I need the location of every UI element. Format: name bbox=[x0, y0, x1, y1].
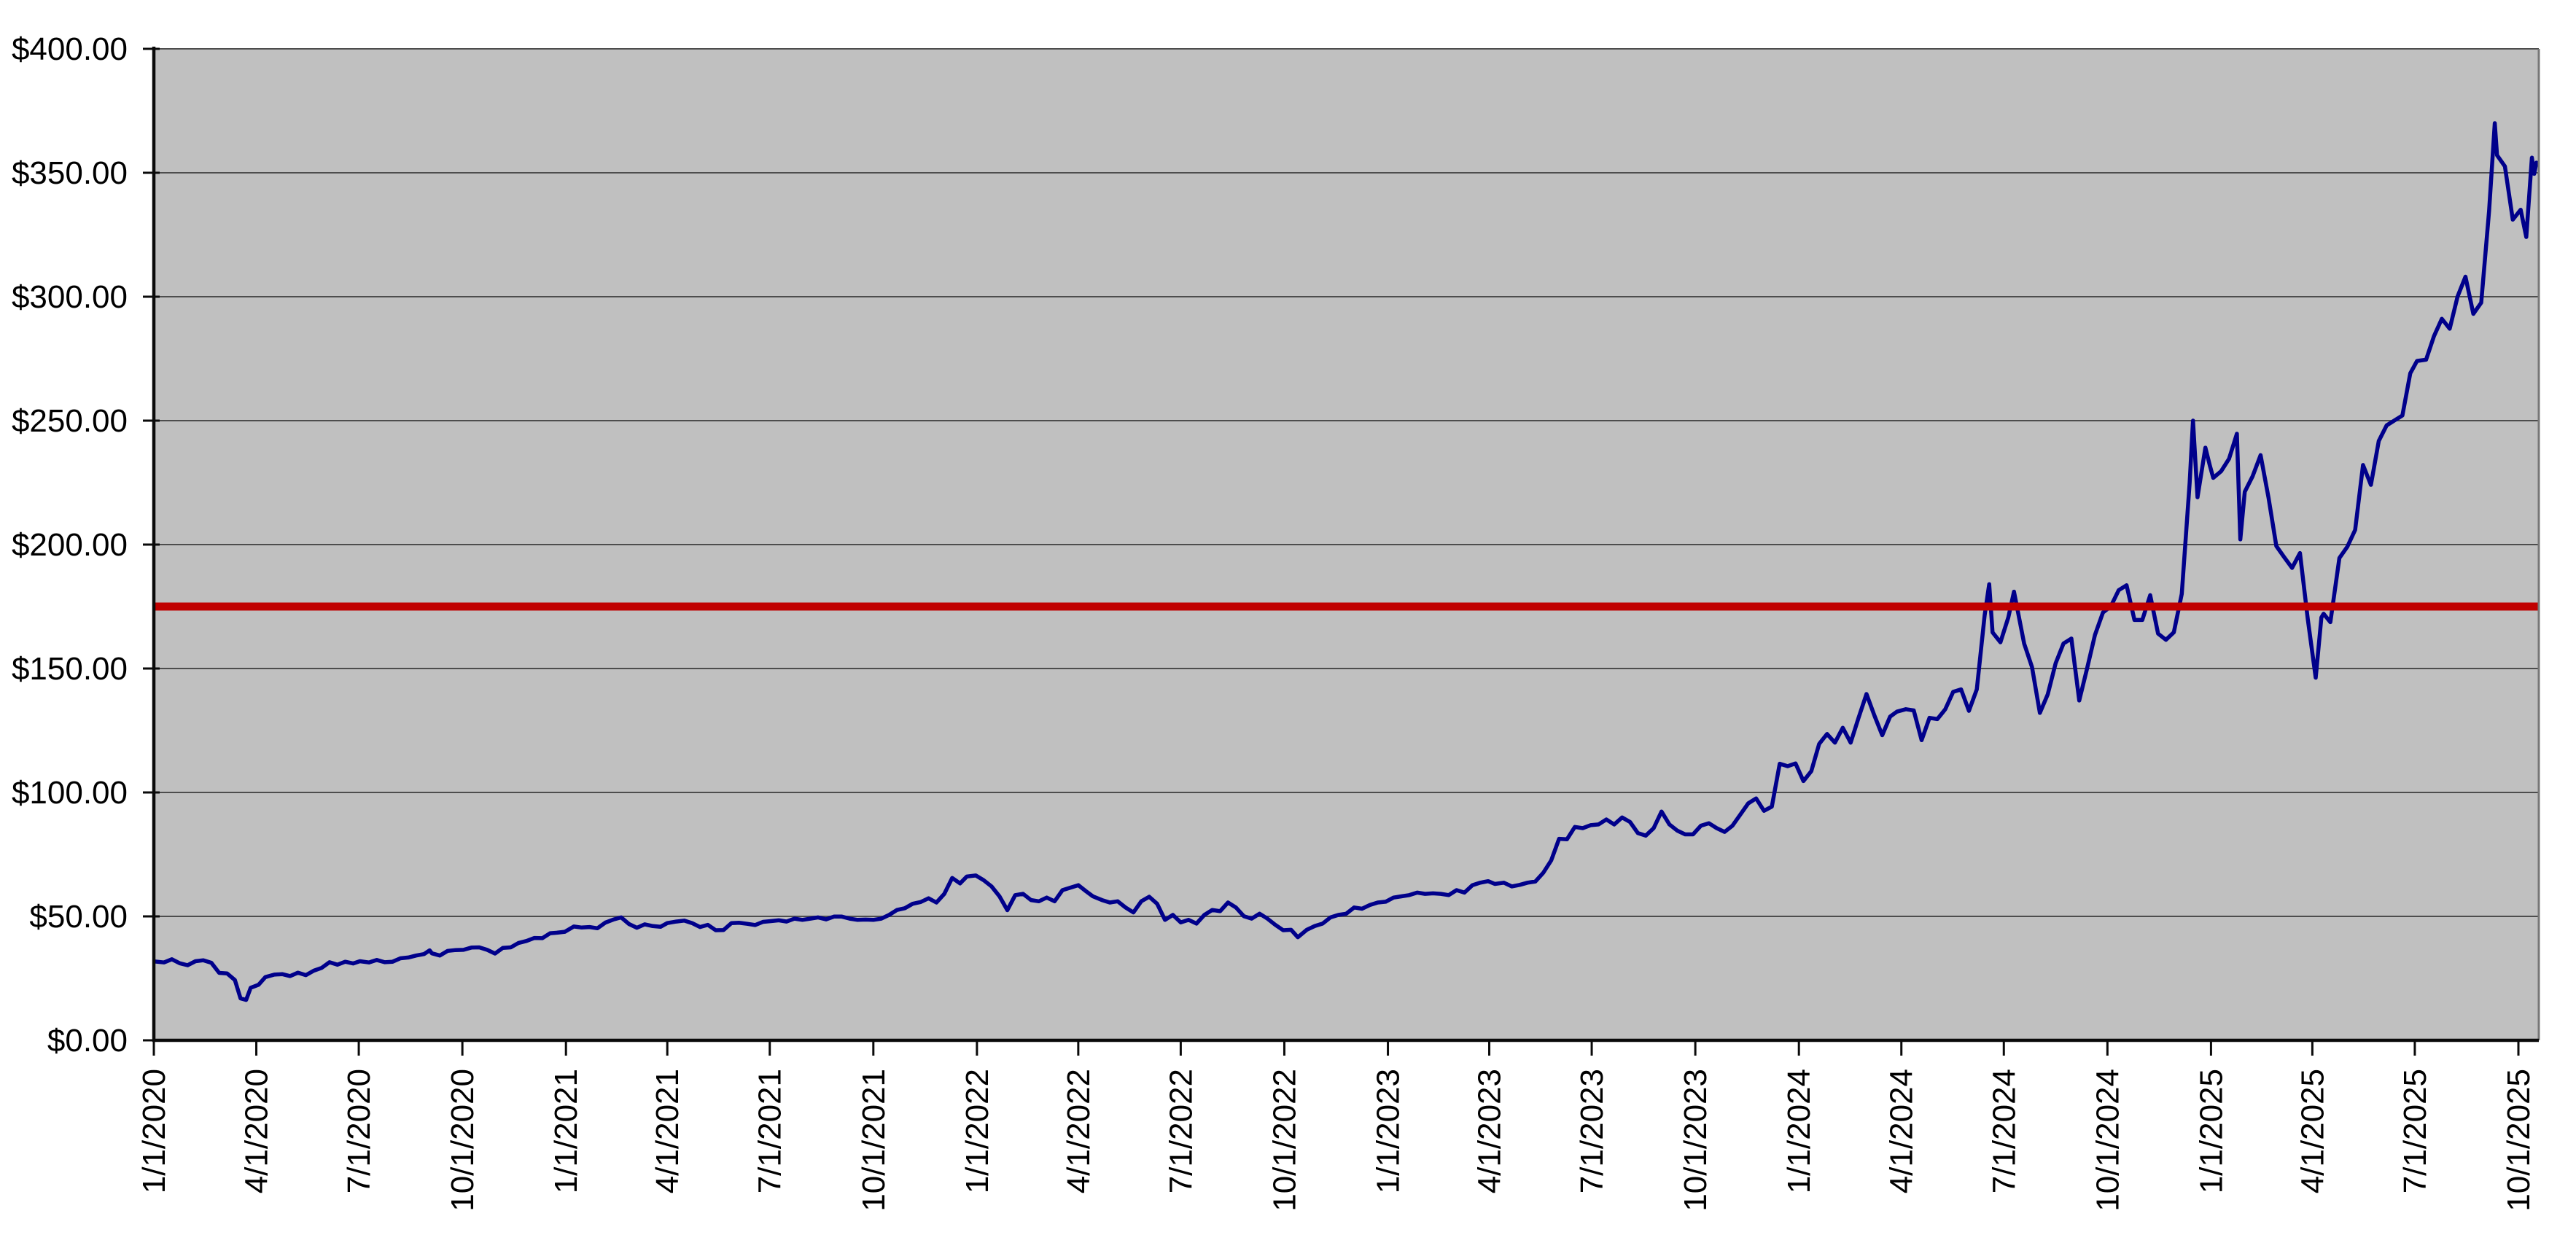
x-tick-label: 7/1/2022 bbox=[1163, 1069, 1199, 1193]
y-tick-label: $350.00 bbox=[12, 155, 128, 191]
x-tick-label: 7/1/2020 bbox=[341, 1069, 377, 1193]
x-tick-label: 7/1/2024 bbox=[1986, 1069, 2022, 1193]
x-tick-label: 1/1/2022 bbox=[960, 1069, 995, 1193]
y-tick-label: $300.00 bbox=[12, 279, 128, 315]
x-tick-label: 1/1/2025 bbox=[2193, 1069, 2229, 1193]
x-tick-label: 1/1/2021 bbox=[548, 1069, 584, 1193]
x-tick-label: 1/1/2020 bbox=[136, 1069, 172, 1193]
x-tick-label: 10/1/2022 bbox=[1266, 1069, 1302, 1212]
price-line bbox=[152, 121, 2539, 1002]
x-tick-label: 10/1/2024 bbox=[2090, 1069, 2125, 1212]
y-tick-label: $50.00 bbox=[29, 899, 128, 935]
x-tick-label: 10/1/2025 bbox=[2501, 1069, 2537, 1212]
x-tick-label: 7/1/2025 bbox=[2397, 1069, 2433, 1193]
x-tick-label: 7/1/2021 bbox=[752, 1069, 788, 1193]
x-tick-label: 4/1/2020 bbox=[239, 1069, 275, 1193]
y-tick-label: $250.00 bbox=[12, 403, 128, 439]
y-tick-label: $400.00 bbox=[12, 31, 128, 67]
x-tick-label: 7/1/2023 bbox=[1574, 1069, 1610, 1193]
y-tick-label: $150.00 bbox=[12, 651, 128, 687]
x-tick-label: 10/1/2020 bbox=[445, 1069, 480, 1212]
x-tick-label: 10/1/2023 bbox=[1678, 1069, 1713, 1212]
x-tick-label: 4/1/2023 bbox=[1472, 1069, 1508, 1193]
x-tick-label: 4/1/2021 bbox=[650, 1069, 685, 1193]
y-tick-label: $0.00 bbox=[47, 1023, 128, 1059]
y-tick-label: $200.00 bbox=[12, 527, 128, 563]
x-tick-label: 10/1/2021 bbox=[856, 1069, 892, 1212]
x-tick-label: 1/1/2024 bbox=[1781, 1069, 1817, 1193]
y-tick-label: $100.00 bbox=[12, 775, 128, 811]
x-tick-label: 1/1/2023 bbox=[1371, 1069, 1406, 1193]
x-tick-label: 4/1/2022 bbox=[1061, 1069, 1097, 1193]
x-tick-label: 4/1/2025 bbox=[2295, 1069, 2330, 1193]
x-tick-label: 4/1/2024 bbox=[1884, 1069, 1920, 1193]
